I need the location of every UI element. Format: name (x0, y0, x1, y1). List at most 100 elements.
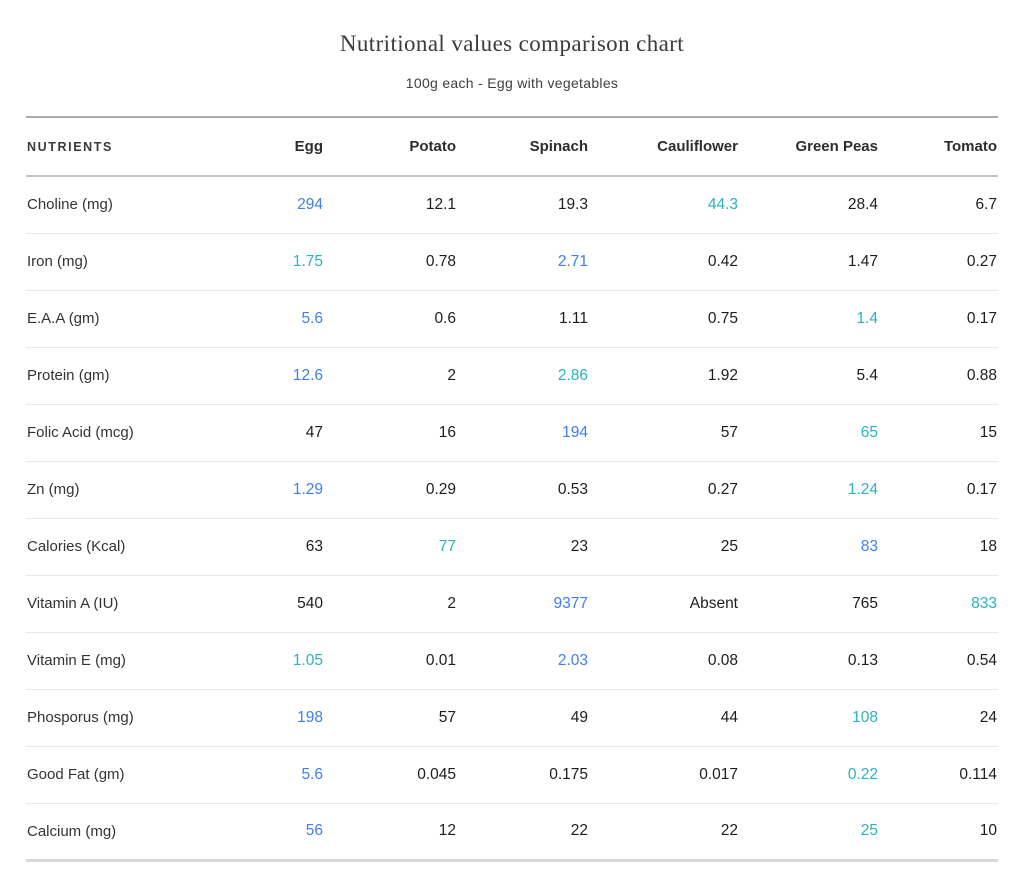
value-cell: 1.24 (847, 480, 878, 498)
column-header-potato: Potato (409, 138, 456, 155)
value-cell: 25 (860, 822, 878, 839)
value-cell: 44.3 (707, 195, 738, 213)
value-cell: 294 (297, 195, 323, 213)
value-cell: 2.71 (557, 252, 588, 270)
value-cell: 0.88 (966, 366, 997, 384)
nutrient-label: Calcium (mg) (27, 822, 117, 840)
value-cell: 18 (979, 537, 997, 555)
nutrition-table: NUTRIENTS Egg Potato Spinach Cauliflower… (26, 116, 998, 862)
value-cell: 2 (447, 366, 456, 384)
table-body: Choline (mg) 294 12.1 19.3 44.3 28.4 6.7 Iron (… (26, 176, 998, 860)
value-cell: 1.11 (558, 309, 588, 327)
page-subtitle: 100g each - Egg with vegetables (405, 75, 619, 91)
nutrient-label: Vitamin E (mg) (27, 652, 126, 669)
table-row: Vitamin A (IU) 540 2 9377 Absent 765 833 (26, 575, 998, 632)
value-cell: 12 (438, 822, 456, 839)
value-cell: 12.6 (292, 366, 323, 384)
column-header-egg: Egg (294, 138, 323, 155)
value-cell: 198 (297, 708, 323, 726)
value-cell: 1.92 (707, 366, 738, 384)
value-cell: 22 (720, 822, 738, 839)
value-cell: 0.17 (966, 480, 997, 498)
page-title: Nutritional values comparison chart (339, 31, 685, 56)
value-cell: 833 (971, 594, 997, 612)
value-cell: 57 (720, 423, 738, 441)
value-cell: 16 (438, 423, 456, 441)
value-cell: 24 (979, 708, 997, 726)
nutrient-label: Folic Acid (mcg) (27, 424, 134, 441)
nutrient-label: Iron (mg) (27, 253, 88, 270)
value-cell: 5.6 (301, 765, 323, 783)
value-cell: 44 (720, 708, 738, 726)
value-cell: 0.6 (434, 309, 456, 327)
value-cell: 1.4 (856, 309, 878, 327)
value-cell: 57 (438, 708, 456, 726)
nutrient-label: Choline (mg) (27, 196, 113, 214)
value-cell: 65 (860, 423, 878, 441)
table-row: Folic Acid (mcg) 47 16 194 57 65 15 (26, 404, 998, 461)
header-row: NUTRIENTS Egg Potato Spinach Cauliflower… (26, 117, 998, 176)
value-cell: 28.4 (847, 195, 878, 213)
value-cell: 0.114 (959, 765, 997, 783)
nutrient-label: Good Fat (gm) (27, 766, 125, 783)
value-cell: 0.29 (425, 480, 456, 498)
value-cell: 0.17 (966, 309, 997, 327)
value-cell: 0.75 (707, 309, 738, 327)
value-cell: 47 (305, 423, 323, 441)
value-cell: 5.6 (301, 309, 323, 327)
value-cell: 77 (438, 537, 456, 555)
column-header-tomato: Tomato (943, 138, 997, 155)
value-cell: 2.03 (557, 651, 588, 669)
value-cell: 23 (570, 537, 588, 555)
table-row: Vitamin E (mg) 1.05 0.01 2.03 0.08 0.13 0.54 (26, 632, 998, 689)
value-cell: 0.53 (557, 480, 588, 498)
value-cell: 0.78 (425, 252, 456, 270)
nutrient-label: Phosporus (mg) (27, 709, 134, 726)
value-cell: 83 (860, 537, 878, 555)
column-header-nutrients: NUTRIENTS (27, 139, 113, 154)
value-cell: 0.045 (417, 765, 456, 783)
column-header-cauliflower: Cauliflower (657, 138, 738, 155)
value-cell: 5.4 (856, 366, 878, 384)
value-cell: 540 (297, 594, 323, 612)
value-cell: 194 (562, 423, 588, 441)
value-cell: 15 (979, 423, 997, 441)
value-cell: 0.42 (707, 252, 738, 270)
value-cell: 0.175 (549, 765, 588, 783)
table-row: Calcium (mg) 56 12 22 22 25 10 (26, 803, 998, 860)
value-cell: 25 (720, 537, 738, 555)
value-cell: 19.3 (557, 195, 588, 213)
value-cell: 2 (447, 594, 456, 612)
value-cell: 0.27 (966, 252, 997, 270)
table-header: NUTRIENTS Egg Potato Spinach Cauliflower… (26, 117, 998, 176)
nutrient-label: Protein (gm) (27, 367, 110, 384)
value-cell: 12.1 (425, 195, 456, 213)
value-cell: Absent (689, 594, 738, 612)
value-cell: 0.27 (707, 480, 738, 498)
value-cell: 765 (852, 594, 878, 612)
value-cell: 0.13 (847, 651, 878, 669)
table-row: Iron (mg) 1.75 0.78 2.71 0.42 1.47 0.27 (26, 233, 998, 290)
table-row: Good Fat (gm) 5.6 0.045 0.175 0.017 0.22 0.114 (26, 746, 998, 803)
value-cell: 1.05 (292, 651, 323, 669)
value-cell: 0.08 (707, 651, 738, 669)
value-cell: 22 (570, 822, 588, 839)
table-row: Zn (mg) 1.29 0.29 0.53 0.27 1.24 0.17 (26, 461, 998, 518)
column-header-spinach: Spinach (529, 138, 588, 155)
nutrient-label: Calories (Kcal) (27, 538, 126, 555)
value-cell: 2.86 (557, 366, 588, 384)
value-cell: 108 (852, 708, 878, 726)
value-cell: 1.29 (292, 480, 323, 498)
value-cell: 63 (305, 537, 323, 555)
value-cell: 6.7 (975, 195, 997, 213)
table-row: Choline (mg) 294 12.1 19.3 44.3 28.4 6.7 (26, 176, 998, 233)
value-cell: 9377 (553, 594, 588, 612)
value-cell: 1.47 (847, 252, 878, 270)
page: Nutritional values comparison chart 100g… (26, 31, 998, 862)
column-header-green-peas: Green Peas (795, 138, 878, 155)
nutrient-label: Vitamin A (IU) (27, 595, 119, 612)
value-cell: 0.01 (425, 651, 456, 669)
value-cell: 0.017 (699, 765, 738, 783)
value-cell: 10 (979, 822, 997, 839)
value-cell: 56 (305, 822, 323, 839)
